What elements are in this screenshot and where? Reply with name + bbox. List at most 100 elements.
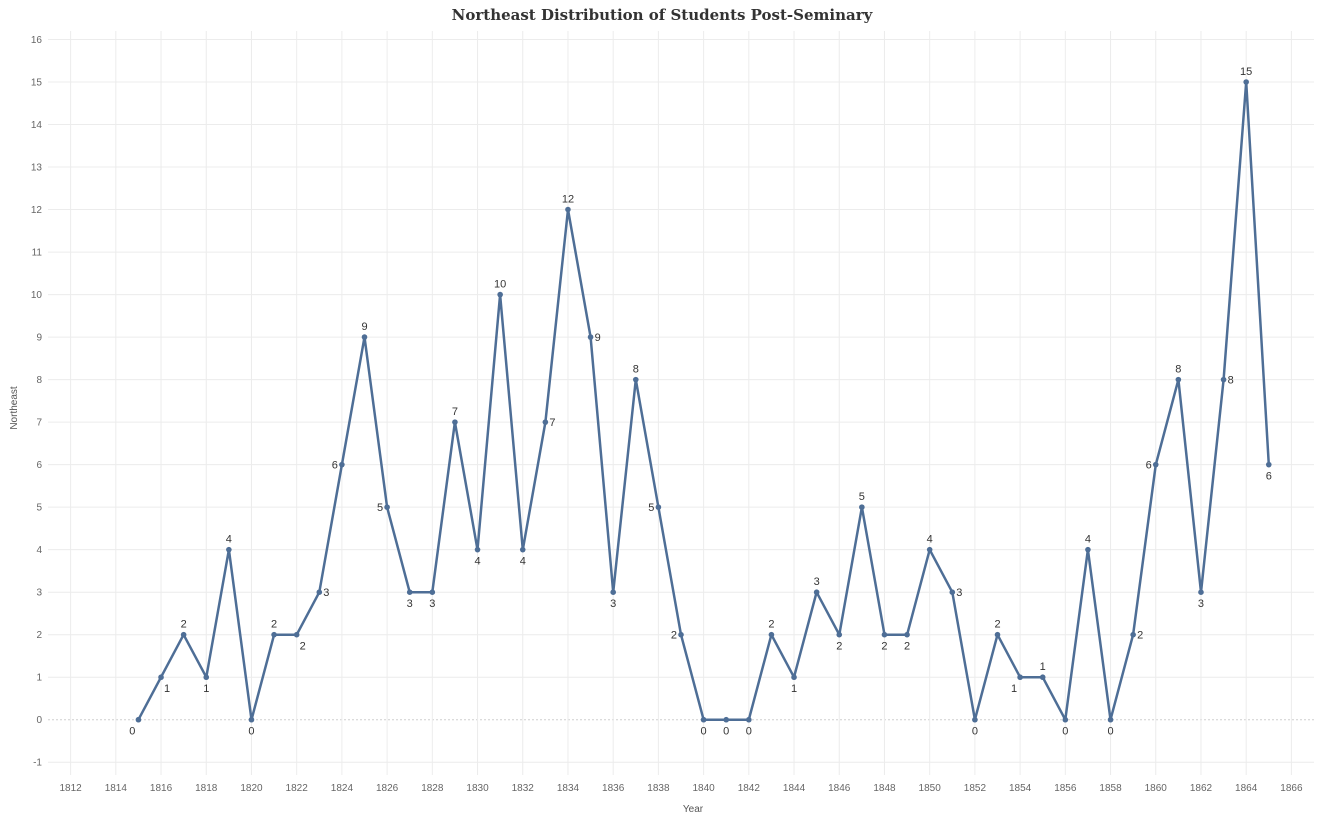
- data-label: 0: [746, 726, 752, 738]
- data-point: [1152, 461, 1159, 468]
- x-tick-label: 1822: [286, 783, 309, 794]
- data-label: 3: [814, 576, 820, 588]
- y-tick-label: 5: [36, 503, 42, 514]
- data-label: 12: [562, 194, 574, 206]
- data-label: 4: [1085, 534, 1091, 546]
- data-point: [519, 546, 526, 553]
- data-label: 3: [323, 587, 329, 599]
- x-tick-label: 1862: [1190, 783, 1213, 794]
- data-point: [746, 716, 752, 723]
- data-label: 4: [520, 556, 526, 568]
- data-point: [655, 504, 662, 510]
- data-label: 3: [610, 598, 616, 610]
- data-label: 6: [332, 460, 338, 472]
- x-tick-label: 1816: [150, 783, 173, 794]
- x-tick-label: 1814: [105, 783, 128, 794]
- data-point: [994, 631, 1001, 638]
- data-label: 5: [648, 502, 654, 514]
- data-label: 0: [972, 726, 978, 738]
- x-tick-label: 1820: [240, 783, 263, 794]
- data-label: 9: [361, 321, 367, 333]
- data-label: 1: [1011, 683, 1017, 695]
- data-label: 2: [300, 641, 306, 653]
- y-tick-label: 14: [31, 120, 43, 131]
- data-point: [406, 589, 413, 595]
- data-point: [497, 291, 503, 298]
- data-point: [1062, 716, 1069, 723]
- data-label: 6: [1146, 460, 1152, 472]
- y-tick-label: 9: [36, 333, 42, 344]
- data-label: 3: [429, 598, 435, 610]
- x-tick-label: 1864: [1235, 783, 1258, 794]
- data-label: 0: [1107, 726, 1113, 738]
- data-point: [316, 589, 323, 595]
- x-tick-label: 1838: [647, 783, 670, 794]
- data-label: 2: [768, 619, 774, 631]
- y-tick-label: 7: [36, 418, 42, 429]
- data-point: [429, 589, 436, 595]
- x-tick-label: 1866: [1280, 783, 1303, 794]
- data-label: 8: [633, 364, 639, 376]
- x-tick-label: 1830: [466, 783, 489, 794]
- data-label: 4: [226, 534, 232, 546]
- data-point: [859, 504, 865, 510]
- y-tick-label: 12: [31, 205, 43, 216]
- data-label: 6: [1266, 471, 1272, 483]
- data-point: [180, 631, 187, 638]
- y-tick-label: 2: [36, 630, 42, 641]
- y-tick-label: 15: [31, 78, 43, 89]
- data-point: [135, 716, 142, 723]
- data-point: [339, 461, 345, 468]
- data-point: [361, 334, 368, 340]
- y-tick-label: 8: [36, 375, 42, 386]
- data-label: 3: [1198, 598, 1204, 610]
- x-tick-label: 1826: [376, 783, 399, 794]
- y-tick-label: 11: [32, 248, 43, 259]
- data-label: 7: [549, 417, 555, 429]
- data-label: 15: [1240, 66, 1252, 78]
- data-label: 5: [859, 491, 865, 503]
- data-point: [1085, 546, 1091, 553]
- y-tick-label: 1: [36, 673, 42, 684]
- y-tick-label: 13: [31, 163, 43, 174]
- x-tick-label: 1846: [828, 783, 851, 794]
- data-point: [271, 631, 277, 638]
- data-point: [972, 716, 978, 723]
- x-tick-label: 1812: [59, 783, 82, 794]
- data-label: 2: [671, 630, 677, 642]
- data-label: 1: [203, 683, 209, 695]
- data-point: [1265, 461, 1272, 468]
- x-tick-label: 1824: [331, 783, 354, 794]
- y-axis-title: Northeast: [9, 386, 20, 430]
- data-label: 0: [129, 726, 135, 738]
- x-tick-label: 1834: [557, 783, 580, 794]
- y-tick-label: 16: [31, 35, 43, 46]
- data-label: 7: [452, 406, 458, 418]
- data-label: 2: [994, 619, 1000, 631]
- y-tick-label: 6: [36, 460, 42, 471]
- data-label: 4: [927, 534, 933, 546]
- data-label: 3: [407, 598, 413, 610]
- data-point: [384, 504, 390, 510]
- data-point: [1175, 376, 1182, 383]
- chart-title: Northeast Distribution of Students Post-…: [452, 6, 874, 24]
- data-point: [904, 631, 910, 638]
- data-point: [1198, 589, 1204, 595]
- data-label: 1: [164, 683, 170, 695]
- y-tick-label: 0: [36, 715, 42, 726]
- data-point: [836, 631, 843, 638]
- data-label: 2: [881, 641, 887, 653]
- data-label: 2: [271, 619, 277, 631]
- x-tick-label: 1858: [1099, 783, 1122, 794]
- y-tick-label: 10: [31, 290, 43, 301]
- x-tick-label: 1852: [964, 783, 987, 794]
- data-point: [474, 546, 481, 553]
- x-tick-label: 1818: [195, 783, 218, 794]
- x-tick-label: 1856: [1054, 783, 1077, 794]
- data-label: 4: [474, 556, 480, 568]
- x-tick-label: 1848: [873, 783, 896, 794]
- data-point: [678, 631, 684, 638]
- data-point: [565, 206, 571, 213]
